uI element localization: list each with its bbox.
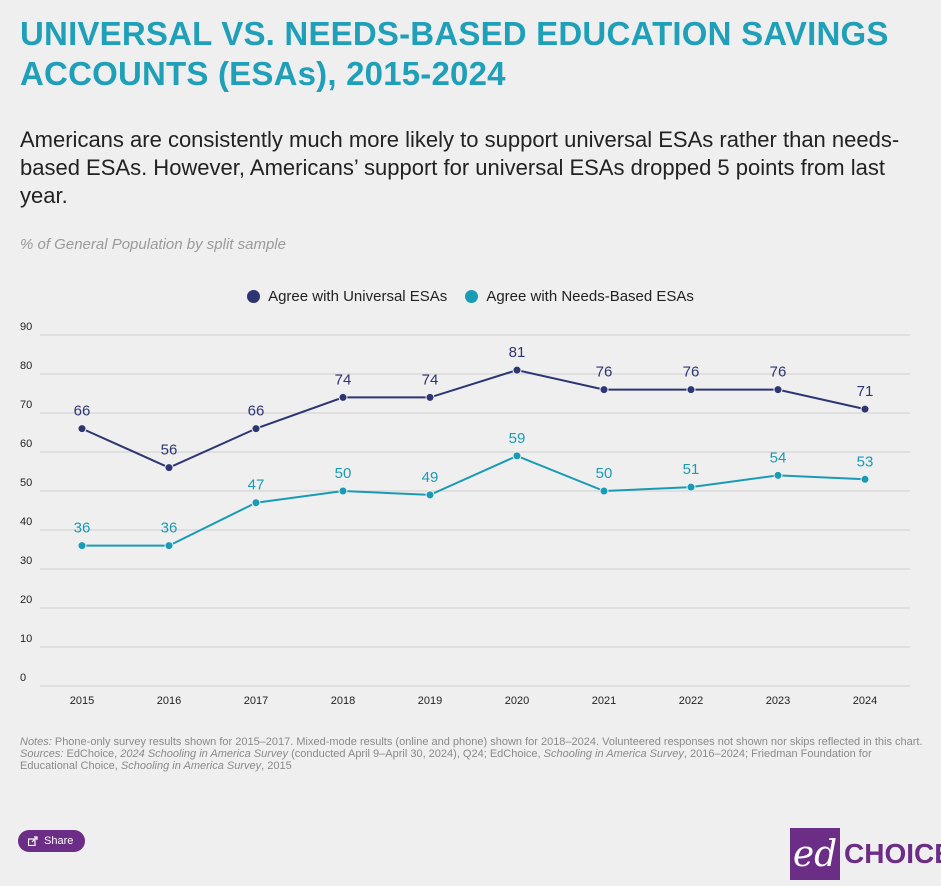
data-point [251, 424, 261, 434]
notes-label: Notes: [20, 736, 52, 748]
sources-text-4: , 2015 [261, 760, 292, 772]
y-tick-label: 40 [20, 516, 32, 528]
data-point [425, 490, 435, 500]
data-label: 81 [509, 344, 526, 361]
data-label: 66 [74, 403, 91, 420]
data-point [251, 498, 261, 508]
x-tick-label: 2016 [157, 695, 181, 707]
data-label: 51 [683, 461, 700, 478]
chart-subtitle: Americans are consistently much more lik… [20, 127, 900, 208]
y-tick-label: 20 [20, 594, 32, 606]
x-tick-label: 2018 [331, 695, 355, 707]
legend-item-universal: Agree with Universal ESAs [247, 288, 447, 305]
data-point [77, 424, 87, 434]
data-point [599, 385, 609, 395]
data-label: 74 [335, 371, 352, 388]
x-tick-label: 2015 [70, 695, 94, 707]
y-tick-label: 60 [20, 438, 32, 450]
data-label: 49 [422, 469, 439, 486]
data-point [512, 451, 522, 461]
data-point [860, 474, 870, 484]
legend-item-needs-based: Agree with Needs-Based ESAs [465, 288, 694, 305]
edchoice-logo: ed CHOICE [790, 828, 941, 880]
share-label: Share [44, 835, 74, 847]
data-point [425, 392, 435, 402]
data-point [773, 470, 783, 480]
share-button[interactable]: Share [18, 830, 86, 852]
data-point [77, 541, 87, 551]
chart-title: UNIVERSAL VS. NEEDS-BASED EDUCATION SAVI… [20, 15, 889, 92]
chart-notes: Notes: Phone-only survey results shown f… [20, 736, 925, 772]
y-tick-label: 50 [20, 477, 32, 489]
data-label: 66 [248, 403, 265, 420]
legend-label-universal: Agree with Universal ESAs [268, 288, 448, 305]
x-tick-label: 2020 [505, 695, 529, 707]
x-tick-label: 2024 [853, 695, 877, 707]
x-tick-label: 2022 [679, 695, 703, 707]
data-point [164, 541, 174, 551]
data-label: 56 [161, 442, 178, 459]
sources-label: Sources: [20, 748, 64, 760]
y-tick-label: 80 [20, 360, 32, 372]
data-point [338, 486, 348, 496]
share-icon [28, 836, 38, 846]
legend-label-needs-based: Agree with Needs-Based ESAs [486, 288, 694, 305]
data-point [773, 385, 783, 395]
data-point [512, 365, 522, 375]
series-line [81, 369, 866, 469]
data-point [686, 385, 696, 395]
x-tick-label: 2023 [766, 695, 790, 707]
y-tick-label: 70 [20, 399, 32, 411]
data-point [164, 463, 174, 473]
y-tick-label: 90 [20, 321, 32, 333]
data-point [686, 482, 696, 492]
data-label: 36 [74, 520, 91, 537]
legend: Agree with Universal ESAs Agree with Nee… [0, 288, 941, 305]
y-tick-label: 0 [20, 672, 26, 684]
data-label: 36 [161, 520, 178, 537]
sample-note: % of General Population by split sample [20, 236, 286, 253]
data-label: 74 [422, 371, 439, 388]
x-tick-label: 2021 [592, 695, 616, 707]
x-tick-label: 2019 [418, 695, 442, 707]
logo-mark: ed [790, 828, 840, 880]
sources-title-3: Schooling in America Survey [120, 760, 262, 772]
notes-line: Notes: Phone-only survey results shown f… [20, 736, 925, 748]
data-point [599, 486, 609, 496]
data-label: 76 [683, 364, 700, 381]
legend-marker-needs-based [465, 290, 479, 303]
line-chart: 0 10 20 30 40 50 60 70 80 90 2015 2016 2017 2018 2019 2… [20, 321, 910, 707]
sources-title-1: 2024 Schooling in America Survey [120, 748, 289, 760]
sources-text-3: , 2016–2024; Friedman Foundation for Edu… [20, 748, 872, 772]
data-label: 71 [857, 383, 874, 400]
y-tick-label: 30 [20, 555, 32, 567]
data-label: 76 [596, 364, 613, 381]
sources-line: Sources: EdChoice, 2024 Schooling in Ame… [20, 748, 925, 772]
data-label: 50 [335, 465, 352, 482]
x-tick-label: 2017 [244, 695, 268, 707]
data-label: 50 [596, 465, 613, 482]
logo-text: CHOICE [844, 838, 941, 869]
sources-text-2: (conducted April 9–April 30, 2024), Q24;… [288, 748, 544, 760]
series-line [82, 454, 866, 547]
legend-marker-universal [247, 290, 261, 303]
notes-text: Phone-only survey results shown for 2015… [51, 736, 923, 748]
data-point [338, 392, 348, 402]
sources-title-2: Schooling in America Survey [543, 748, 684, 760]
y-tick-label: 10 [20, 633, 32, 645]
sources-text-1: EdChoice, [63, 748, 121, 760]
data-label: 59 [509, 430, 526, 447]
data-point [860, 404, 870, 414]
data-label: 76 [770, 364, 787, 381]
data-label: 54 [770, 449, 787, 466]
data-label: 47 [248, 477, 265, 494]
data-label: 53 [857, 453, 874, 470]
